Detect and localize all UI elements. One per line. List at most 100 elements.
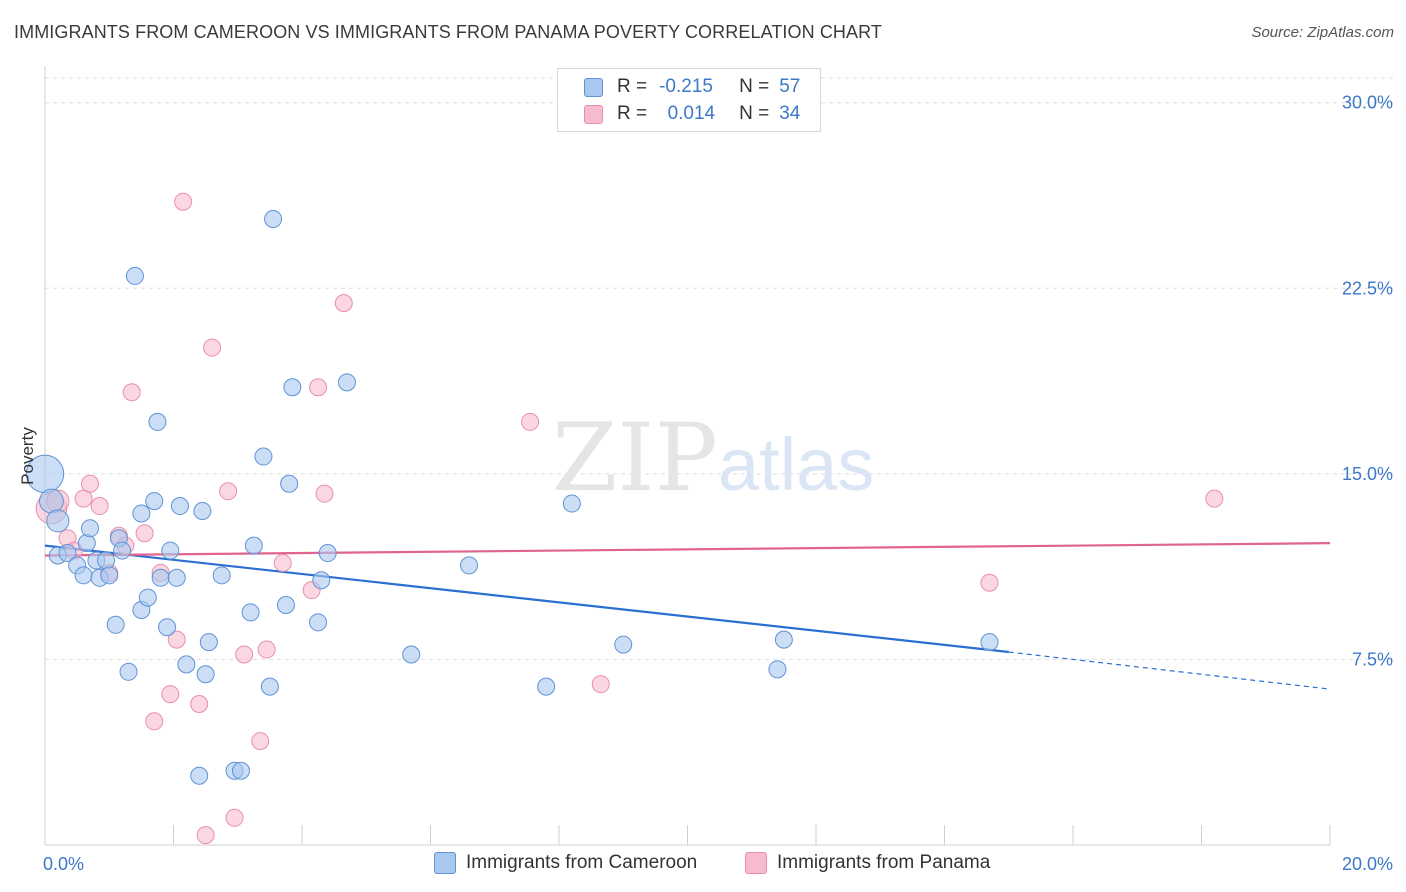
cameroon-point — [113, 541, 132, 560]
panama-point — [257, 640, 276, 659]
n-value-cameroon: 57 — [779, 76, 801, 97]
cameroon-point — [562, 494, 581, 513]
y-tick-label: 7.5% — [1352, 649, 1393, 669]
cameroon-point — [614, 635, 633, 654]
cameroon-point — [318, 544, 337, 563]
panama-point — [80, 474, 99, 493]
grid-lines — [45, 77, 1394, 660]
cameroon-point — [97, 551, 116, 570]
chart-title: IMMIGRANTS FROM CAMEROON VS IMMIGRANTS F… — [14, 22, 883, 42]
cameroon-point — [309, 613, 328, 632]
cameroon-point — [106, 615, 125, 634]
legend-item-panama: Immigrants from Panama — [745, 852, 990, 874]
cameroon-trend-extension — [1008, 651, 1331, 690]
cameroon-point — [337, 373, 356, 392]
cameroon-point — [170, 497, 189, 516]
panama-point — [591, 675, 610, 694]
panama-point — [74, 489, 93, 508]
cameroon-point — [148, 412, 167, 431]
cameroon-point — [402, 645, 421, 664]
panama-point — [122, 383, 141, 402]
panama-point — [1205, 489, 1224, 508]
panama-point — [174, 192, 193, 211]
cameroon-point — [145, 492, 164, 511]
cameroon-point — [264, 210, 283, 229]
cameroon-point — [980, 633, 999, 652]
cameroon-point — [280, 474, 299, 493]
n-label: N = — [739, 76, 770, 97]
y-tick-label: 30.0% — [1342, 93, 1393, 113]
cameroon-point — [100, 566, 119, 585]
cameroon-point — [212, 566, 231, 585]
watermark-atlas: atlas — [718, 423, 874, 506]
cameroon-point — [774, 630, 793, 649]
panama-point — [980, 573, 999, 592]
cameroon-point — [138, 588, 157, 607]
cameroon-point — [46, 509, 70, 533]
legend-label-cameroon: Immigrants from Cameroon — [466, 852, 698, 873]
cameroon-point — [312, 571, 331, 590]
cameroon-point — [132, 504, 151, 523]
cameroon-point — [283, 378, 302, 397]
cameroon-point — [199, 633, 218, 652]
source-credit: Source: ZipAtlas.com — [1251, 24, 1394, 41]
cameroon-trend-line — [44, 544, 1009, 654]
cameroon-point — [39, 488, 64, 514]
n-value-panama: 34 — [779, 103, 801, 124]
cameroon-point — [74, 566, 93, 585]
panama-point — [235, 645, 254, 664]
panama-point — [135, 524, 154, 543]
legend-row-panama: R = 0.014 N = 34 — [584, 101, 800, 127]
r-value-cameroon: -0.215 — [659, 76, 713, 97]
panama-point — [273, 553, 292, 572]
cameroon-point — [254, 447, 273, 466]
watermark-zip: ZIP — [552, 404, 718, 513]
r-value-panama: 0.014 — [667, 103, 716, 124]
cameroon-point — [231, 761, 250, 780]
cameroon-point — [125, 266, 144, 285]
panama-point — [251, 732, 270, 751]
cameroon-swatch — [584, 77, 603, 97]
y-tick-label: 22.5% — [1342, 278, 1393, 298]
cameroon-point — [768, 660, 787, 679]
panama-point — [161, 685, 180, 704]
legend-item-cameroon: Immigrants from Cameroon — [434, 852, 697, 874]
panama-point — [145, 712, 164, 731]
panama-point — [309, 378, 328, 397]
x-tick-label-min: 0.0% — [43, 854, 84, 874]
panama-point — [521, 412, 540, 431]
panama-point — [196, 826, 215, 845]
panama-point — [190, 694, 209, 713]
panama-point — [315, 484, 334, 503]
x-tick-label-max: 20.0% — [1342, 854, 1393, 874]
cameroon-point — [193, 501, 212, 520]
panama-trend-line — [44, 542, 1331, 557]
tick-labels: 7.5% 15.0% 22.5% 30.0% 0.0% 20.0% — [43, 93, 1393, 874]
axes — [44, 66, 1331, 846]
cameroon-point — [190, 766, 209, 785]
panama-point — [225, 808, 244, 827]
cameroon-point — [119, 662, 138, 681]
y-tick-label: 15.0% — [1342, 464, 1393, 484]
cameroon-point — [537, 677, 556, 696]
r-label: R = — [617, 103, 648, 124]
y-axis-title: Poverty — [18, 427, 37, 485]
cameroon-point — [161, 541, 180, 560]
cameroon-point — [196, 665, 215, 684]
panama-swatch — [584, 104, 603, 124]
cameroon-point — [58, 544, 77, 563]
cameroon-point — [167, 568, 186, 587]
cameroon-point — [80, 519, 99, 538]
cameroon-point — [260, 677, 279, 696]
cameroon-point — [244, 536, 263, 555]
panama-point — [219, 482, 238, 501]
correlation-legend: R = -0.215 N = 57 R = 0.014 N = 34 — [557, 68, 821, 132]
cameroon-point — [276, 596, 295, 615]
cameroon-point — [151, 568, 170, 587]
cameroon-legend-swatch — [434, 852, 456, 874]
cameroon-point — [158, 618, 177, 637]
cameroon-point — [241, 603, 260, 622]
data-points — [25, 192, 1224, 845]
cameroon-point — [77, 534, 96, 553]
